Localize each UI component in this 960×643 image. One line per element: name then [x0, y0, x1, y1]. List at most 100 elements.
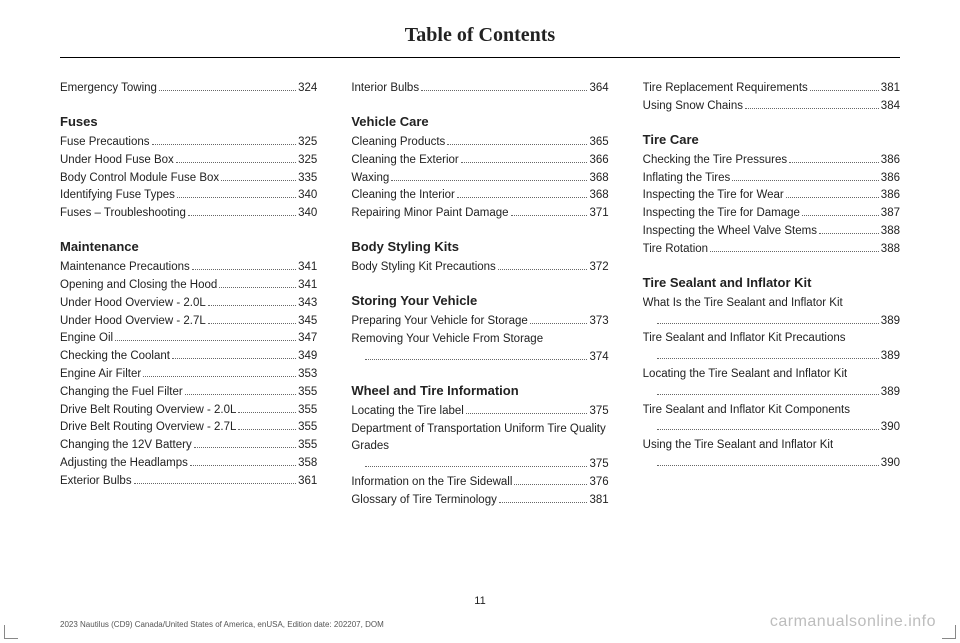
toc-entry: Body Control Module Fuse Box 335 [60, 170, 317, 188]
toc-leader-dots [498, 269, 588, 270]
toc-leader-dots [499, 502, 588, 503]
toc-entry-page: 388 [881, 223, 900, 241]
toc-leader-dots [657, 394, 879, 395]
toc-leader-dots [657, 465, 879, 466]
toc-entry: Under Hood Overview - 2.7L 345 [60, 313, 317, 331]
toc-entry: Opening and Closing the Hood 341 [60, 277, 317, 295]
toc-leader-dots [391, 180, 587, 181]
toc-entry-page: 389 [881, 348, 900, 366]
toc-leader-dots [185, 394, 296, 395]
toc-entry: Changing the 12V Battery355 [60, 437, 317, 455]
toc-entry: Under Hood Fuse Box325 [60, 152, 317, 170]
toc-entry-label: Removing Your Vehicle From Storage [351, 331, 543, 349]
toc-entry-page: 335 [298, 170, 317, 188]
toc-leader-dots [152, 144, 297, 145]
toc-entry-page: 340 [298, 187, 317, 205]
toc-section-head: Wheel and Tire Information [351, 381, 608, 401]
toc-leader-dots [192, 269, 296, 270]
toc-leader-dots [745, 108, 879, 109]
toc-entry: Exterior Bulbs361 [60, 473, 317, 491]
toc-entry-page: 349 [298, 348, 317, 366]
toc-entry: Checking the Tire Pressures386 [643, 152, 900, 170]
toc-entry-page: 341 [298, 277, 317, 295]
toc-leader-dots [657, 358, 879, 359]
toc-section-head: Vehicle Care [351, 112, 608, 132]
toc-section-head: Tire Care [643, 130, 900, 150]
toc-entry-label: Fuses – Troubleshooting [60, 205, 186, 223]
toc-leader-dots [657, 429, 879, 430]
toc-leader-dots [732, 180, 879, 181]
toc-entry-label: Emergency Towing [60, 80, 157, 98]
toc-leader-dots [461, 162, 588, 163]
toc-entry: Glossary of Tire Terminology381 [351, 492, 608, 510]
toc-entry-label: Opening and Closing the Hood [60, 277, 217, 295]
toc-entry-page: 361 [298, 473, 317, 491]
toc-entry: Inspecting the Tire for Damage387 [643, 205, 900, 223]
toc-leader-dots [819, 233, 879, 234]
toc-entry-label: Fuse Precautions [60, 134, 150, 152]
toc-entry: Cleaning Products365 [351, 134, 608, 152]
toc-entry-label: Information on the Tire Sidewall [351, 474, 512, 492]
page-title: Table of Contents [60, 24, 900, 57]
toc-entry-page: 372 [589, 259, 608, 277]
toc-leader-dots [172, 358, 296, 359]
toc-leader-dots [365, 359, 587, 360]
toc-entry-label: Engine Oil [60, 330, 113, 348]
toc-entry-page: 355 [298, 402, 317, 420]
toc-entry-label: Body Control Module Fuse Box [60, 170, 219, 188]
toc-entry-label: Drive Belt Routing Overview - 2.7L [60, 419, 236, 437]
toc-leader-dots [530, 323, 588, 324]
toc-entry-page: 386 [881, 152, 900, 170]
toc-entry-label: Inflating the Tires [643, 170, 731, 188]
toc-leader-dots [159, 90, 296, 91]
toc-entry-label: Under Hood Overview - 2.0L [60, 295, 206, 313]
toc-entry-page: 340 [298, 205, 317, 223]
toc-entry-label: Under Hood Overview - 2.7L [60, 313, 206, 331]
toc-leader-dots [143, 376, 296, 377]
toc-entry-label: Identifying Fuse Types [60, 187, 175, 205]
toc-entry: Cleaning the Exterior366 [351, 152, 608, 170]
toc-entry-label: Using the Tire Sealant and Inflator Kit [643, 437, 834, 455]
toc-entry: Waxing368 [351, 170, 608, 188]
toc-entry-label: Inspecting the Tire for Damage [643, 205, 800, 223]
toc-entry-label: Changing the Fuel Filter [60, 384, 183, 402]
toc-entry: Tire Sealant and Inflator Kit Precaution… [643, 330, 900, 348]
toc-section-head: Storing Your Vehicle [351, 291, 608, 311]
toc-entry-label: Locating the Tire label [351, 403, 464, 421]
toc-entry-page: 386 [881, 170, 900, 188]
toc-entry-label: Using Snow Chains [643, 98, 743, 116]
toc-leader-dots [188, 215, 296, 216]
toc-entry-page: 347 [298, 330, 317, 348]
toc-entry-page: 381 [589, 492, 608, 510]
toc-entry-page: 355 [298, 419, 317, 437]
toc-entry-label: Tire Rotation [643, 241, 708, 259]
toc-entry-label: Changing the 12V Battery [60, 437, 192, 455]
toc-entry-page: 390 [881, 455, 900, 473]
toc-entry: Department of Transportation Uniform Tir… [351, 421, 608, 457]
toc-entry-page: 381 [881, 80, 900, 98]
toc-entry-label: Body Styling Kit Precautions [351, 259, 495, 277]
toc-entry-label: Cleaning the Exterior [351, 152, 458, 170]
toc-entry: Using Snow Chains 384 [643, 98, 900, 116]
toc-leader-dots [457, 197, 588, 198]
toc-entry: What Is the Tire Sealant and Inflator Ki… [643, 295, 900, 313]
toc-entry-page: 384 [881, 98, 900, 116]
toc-entry-label: Cleaning the Interior [351, 187, 455, 205]
toc-entry-page: 345 [298, 313, 317, 331]
toc-entry-continuation: 374 [351, 349, 608, 367]
toc-entry-page: 365 [589, 134, 608, 152]
toc-entry-continuation: 375 [351, 456, 608, 474]
toc-entry: Inflating the Tires 386 [643, 170, 900, 188]
page-number: 11 [0, 595, 960, 607]
toc-entry-continuation: 389 [643, 348, 900, 366]
toc-leader-dots [466, 413, 588, 414]
footer-watermark: carmanualsonline.info [770, 613, 936, 631]
toc-leader-dots [134, 483, 297, 484]
toc-leader-dots [810, 90, 879, 91]
toc-entry: Engine Oil 347 [60, 330, 317, 348]
toc-leader-dots [219, 287, 296, 288]
toc-entry-continuation: 390 [643, 419, 900, 437]
toc-entry: Removing Your Vehicle From Storage [351, 331, 608, 349]
toc-columns: Emergency Towing324FusesFuse Precautions… [60, 80, 900, 510]
toc-entry: Adjusting the Headlamps358 [60, 455, 317, 473]
